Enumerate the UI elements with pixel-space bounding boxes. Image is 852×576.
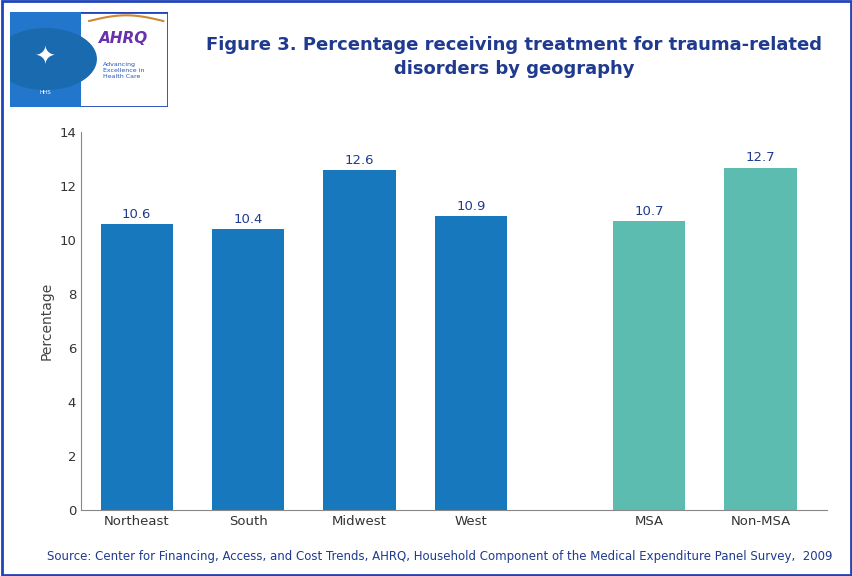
Text: ✦: ✦ [35,45,56,69]
Text: 10.6: 10.6 [122,208,152,221]
Text: 10.7: 10.7 [634,205,663,218]
Text: HHS: HHS [40,90,52,95]
Bar [613,221,684,510]
Bar [435,216,507,510]
Circle shape [0,29,96,89]
Y-axis label: Percentage: Percentage [39,282,54,360]
Text: AHRQ: AHRQ [99,31,148,46]
Text: 12.7: 12.7 [745,151,774,164]
Bar [723,168,796,510]
Bar [323,170,395,510]
Bar [101,224,173,510]
Text: Figure 3. Percentage receiving treatment for trauma-related
disorders by geograp: Figure 3. Percentage receiving treatment… [205,36,821,78]
Text: Source: Center for Financing, Access, and Cost Trends, AHRQ, Household Component: Source: Center for Financing, Access, an… [47,550,832,563]
Text: 12.6: 12.6 [344,154,374,167]
Text: Advancing
Excellence in
Health Care: Advancing Excellence in Health Care [103,62,144,79]
Text: 10.4: 10.4 [233,213,262,226]
Bar [10,12,81,107]
Bar [211,229,284,510]
Text: 10.9: 10.9 [456,200,485,213]
